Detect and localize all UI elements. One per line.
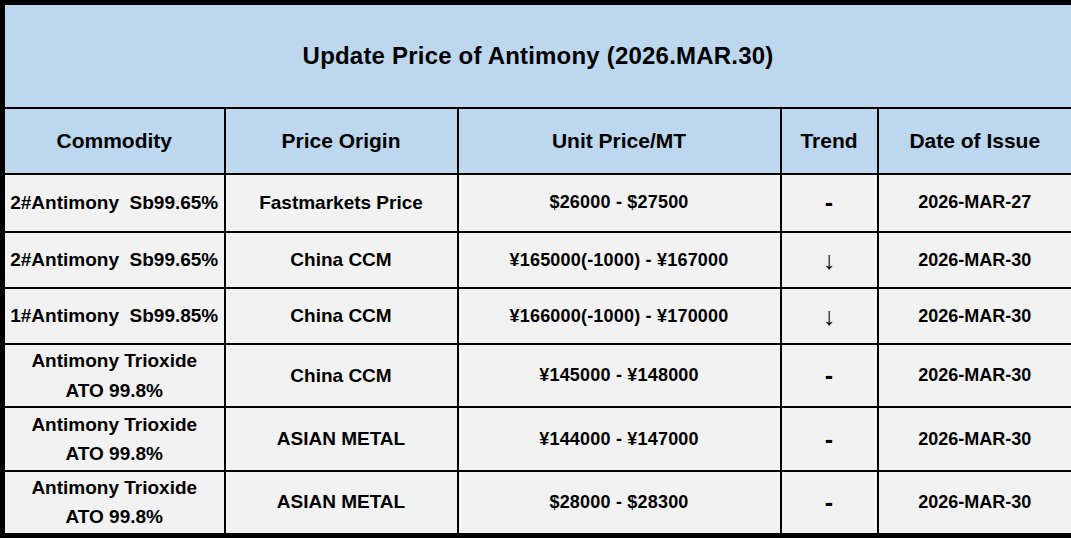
unit-price-cell: $28000 - $28300 bbox=[458, 471, 781, 536]
trend-cell: - bbox=[781, 344, 878, 407]
trend-down-cell: ↓ bbox=[781, 288, 878, 344]
date-of-issue-cell: 2026-MAR-27 bbox=[878, 174, 1071, 232]
table-row: Antimony Trioxide ATO 99.8% ASIAN METAL … bbox=[3, 471, 1071, 536]
trend-down-cell: ↓ bbox=[781, 232, 878, 288]
column-header-date-of-issue: Date of Issue bbox=[878, 108, 1071, 173]
commodity-cell: 1#Antimony Sb99.85% bbox=[3, 288, 225, 344]
price-origin-cell: ASIAN METAL bbox=[225, 471, 458, 536]
commodity-cell: Antimony Trioxide ATO 99.8% bbox=[3, 344, 225, 407]
unit-price-cell: ¥144000 - ¥147000 bbox=[458, 407, 781, 470]
table-row: 2#Antimony Sb99.65% Fastmarkets Price $2… bbox=[3, 174, 1071, 232]
date-of-issue-cell: 2026-MAR-30 bbox=[878, 344, 1071, 407]
price-origin-cell: ASIAN METAL bbox=[225, 407, 458, 470]
date-of-issue-cell: 2026-MAR-30 bbox=[878, 407, 1071, 470]
date-of-issue-cell: 2026-MAR-30 bbox=[878, 471, 1071, 536]
price-origin-cell: Fastmarkets Price bbox=[225, 174, 458, 232]
price-origin-cell: China CCM bbox=[225, 344, 458, 407]
table-row: Antimony Trioxide ATO 99.8% ASIAN METAL … bbox=[3, 407, 1071, 470]
antimony-price-table: Update Price of Antimony (2026.MAR.30) C… bbox=[0, 0, 1071, 538]
column-header-commodity: Commodity bbox=[3, 108, 225, 173]
trend-cell: - bbox=[781, 407, 878, 470]
price-origin-cell: China CCM bbox=[225, 288, 458, 344]
date-of-issue-cell: 2026-MAR-30 bbox=[878, 288, 1071, 344]
commodity-cell: Antimony Trioxide ATO 99.8% bbox=[3, 407, 225, 470]
trend-cell: - bbox=[781, 174, 878, 232]
commodity-cell: 2#Antimony Sb99.65% bbox=[3, 232, 225, 288]
column-header-price-origin: Price Origin bbox=[225, 108, 458, 173]
date-of-issue-cell: 2026-MAR-30 bbox=[878, 232, 1071, 288]
unit-price-cell: $26000 - $27500 bbox=[458, 174, 781, 232]
table-row: 2#Antimony Sb99.65% China CCM ¥165000(-1… bbox=[3, 232, 1071, 288]
price-origin-cell: China CCM bbox=[225, 232, 458, 288]
column-header-unit-price: Unit Price/MT bbox=[458, 108, 781, 173]
table-row: 1#Antimony Sb99.85% China CCM ¥166000(-1… bbox=[3, 288, 1071, 344]
unit-price-cell: ¥166000(-1000) - ¥170000 bbox=[458, 288, 781, 344]
antimony-price-sheet: Update Price of Antimony (2026.MAR.30) C… bbox=[0, 0, 1071, 538]
unit-price-cell: ¥165000(-1000) - ¥167000 bbox=[458, 232, 781, 288]
trend-cell: - bbox=[781, 471, 878, 536]
column-header-trend: Trend bbox=[781, 108, 878, 173]
commodity-cell: Antimony Trioxide ATO 99.8% bbox=[3, 471, 225, 536]
unit-price-cell: ¥145000 - ¥148000 bbox=[458, 344, 781, 407]
commodity-cell: 2#Antimony Sb99.65% bbox=[3, 174, 225, 232]
table-row: Antimony Trioxide ATO 99.8% China CCM ¥1… bbox=[3, 344, 1071, 407]
page-title: Update Price of Antimony (2026.MAR.30) bbox=[3, 3, 1071, 109]
